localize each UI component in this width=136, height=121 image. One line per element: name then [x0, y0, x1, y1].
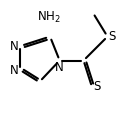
Text: N: N — [10, 40, 19, 53]
Text: N: N — [10, 64, 19, 77]
Text: S: S — [109, 30, 116, 43]
Text: N: N — [55, 61, 64, 74]
Text: S: S — [93, 80, 101, 93]
Text: NH$_2$: NH$_2$ — [37, 10, 61, 25]
